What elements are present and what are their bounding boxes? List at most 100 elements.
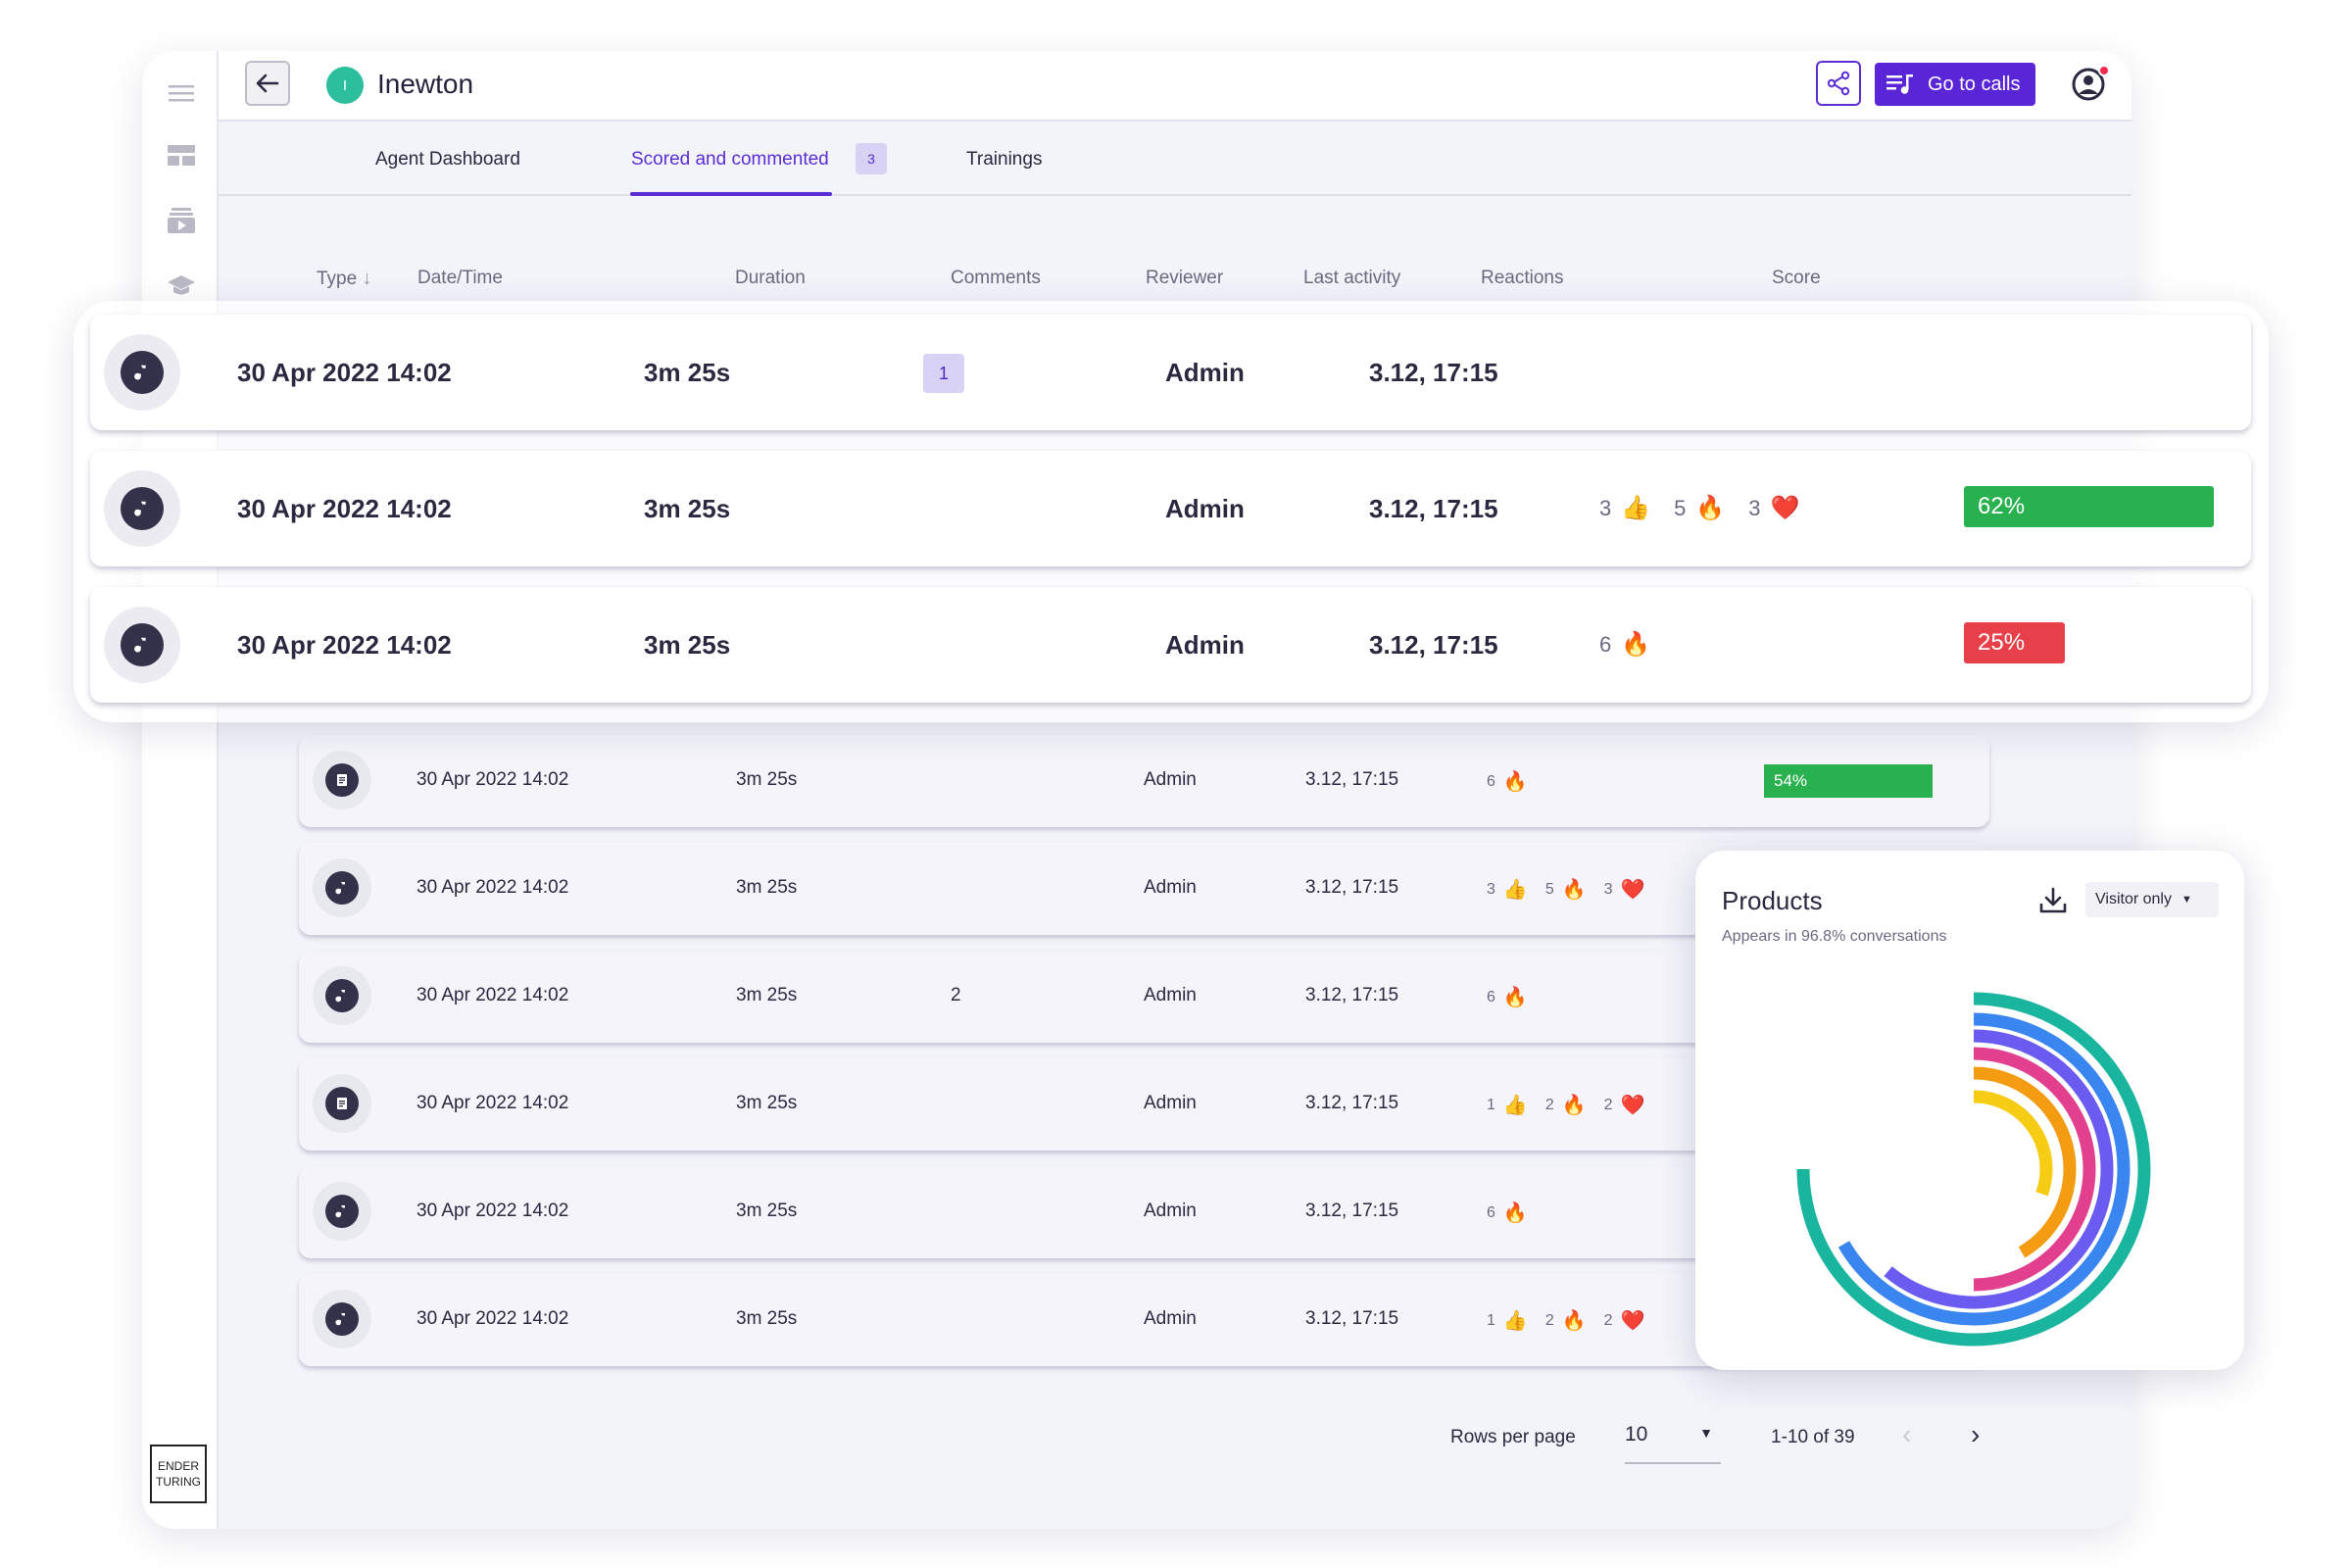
left-nav: ENDER TURING [142, 51, 219, 1529]
cell-datetime: 30 Apr 2022 14:02 [416, 769, 569, 790]
row-type-icon [313, 1182, 371, 1241]
dropdown-caret-icon: ▼ [1699, 1425, 1713, 1441]
cell-duration: 3m 25s [736, 1308, 798, 1329]
active-tab-indicator [630, 192, 832, 196]
reaction-count-fire: 5 [1544, 880, 1554, 898]
heart-icon: ❤️ [1620, 1095, 1645, 1116]
highlighted-row[interactable]: 30 Apr 2022 14:02 3m 25s Admin 3.12, 17:15 1 [90, 315, 2251, 430]
music-note-icon [121, 623, 164, 666]
cell-last-activity: 3.12, 17:15 [1305, 877, 1399, 898]
row-type-icon [313, 751, 371, 809]
column-header-comments[interactable]: Comments [951, 268, 1041, 288]
document-icon [325, 763, 359, 797]
row-type-icon [313, 1290, 371, 1348]
music-note-icon [121, 487, 164, 530]
tab-trainings[interactable]: Trainings [966, 149, 1043, 170]
table-row[interactable]: 30 Apr 2022 14:02 3m 25s Admin 3.12, 17:15 6… [299, 735, 1989, 827]
radial-ring [1838, 1012, 2131, 1326]
row-type-icon [313, 858, 371, 917]
sort-arrow-down-icon[interactable]: ↓ [362, 268, 372, 289]
column-header-last-activity[interactable]: Last activity [1303, 268, 1401, 288]
dropdown-caret-icon: ▼ [2180, 894, 2192, 906]
fire-icon: 🔥 [1502, 987, 1528, 1008]
previous-page-chevron-icon[interactable]: ‹ [1902, 1419, 1912, 1449]
reaction-count-heart: 2 [1603, 1096, 1613, 1113]
music-note-icon [121, 351, 164, 394]
download-icon[interactable] [2036, 884, 2070, 917]
cell-reviewer: Admin [1165, 630, 1245, 660]
music-note-icon [325, 1195, 359, 1228]
thumbs-up-icon: 👍 [1621, 495, 1651, 521]
cell-datetime: 30 Apr 2022 14:02 [416, 1093, 569, 1113]
cell-duration: 3m 25s [644, 494, 731, 523]
heart-icon: ❤️ [1620, 879, 1645, 901]
rows-per-page-select[interactable]: 10 ▼ [1625, 1423, 1721, 1464]
row-type-icon [104, 607, 180, 683]
tab-scored-and-commented[interactable]: Scored and commented [631, 149, 829, 170]
reaction-count-heart: 2 [1603, 1311, 1613, 1329]
user-account-icon[interactable] [2071, 67, 2106, 102]
column-header-reviewer[interactable]: Reviewer [1146, 268, 1224, 288]
visitor-filter-select[interactable]: Visitor only ▼ [2085, 882, 2219, 917]
top-bar: I Inewton Go to calls [219, 51, 2132, 122]
reaction-count-like: 3 [1487, 880, 1495, 898]
cell-reviewer: Admin [1144, 985, 1197, 1005]
video-library-icon[interactable] [167, 206, 196, 235]
fire-icon: 🔥 [1695, 495, 1726, 521]
back-button[interactable] [245, 61, 290, 106]
column-header-reactions[interactable]: Reactions [1481, 268, 1564, 288]
cell-reviewer: Admin [1144, 769, 1197, 790]
comment-count-badge[interactable]: 1 [923, 354, 964, 393]
highlighted-row[interactable]: 30 Apr 2022 14:02 3m 25s Admin 3.12, 17:15 3… [90, 451, 2251, 566]
training-cap-icon[interactable] [167, 270, 196, 300]
reactions: 6 🔥 [1599, 630, 1664, 659]
cell-datetime: 30 Apr 2022 14:02 [237, 494, 452, 523]
cell-datetime: 30 Apr 2022 14:02 [416, 985, 569, 1005]
column-header-type[interactable]: Type ↓ [317, 268, 372, 289]
score-bar: 54% [1764, 764, 1933, 798]
pagination-range: 1-10 of 39 [1771, 1427, 1855, 1447]
fire-icon: 🔥 [1502, 771, 1528, 793]
reaction-count-fire: 2 [1544, 1096, 1554, 1113]
share-button[interactable] [1816, 61, 1861, 106]
dashboard-icon[interactable] [167, 141, 196, 171]
reactions: 1 👍 2 🔥 2 ❤️ [1487, 1093, 1654, 1117]
thumbs-up-icon: 👍 [1502, 1095, 1528, 1116]
score-bar: 62% [1964, 486, 2214, 527]
agent-name: Inewton [377, 69, 474, 99]
music-note-icon [325, 871, 359, 905]
column-header-score[interactable]: Score [1772, 268, 1821, 288]
go-to-calls-button[interactable]: Go to calls [1875, 63, 2035, 106]
go-to-calls-label: Go to calls [1928, 73, 2021, 95]
cell-reviewer: Admin [1165, 358, 1245, 387]
products-card: Products Appears in 96.8% conversations … [1695, 851, 2244, 1370]
reactions: 6 🔥 [1487, 769, 1538, 794]
cell-duration: 3m 25s [736, 877, 798, 898]
heart-icon: ❤️ [1620, 1310, 1645, 1332]
column-header-datetime[interactable]: Date/Time [417, 268, 503, 288]
reaction-count-fire: 5 [1674, 495, 1687, 520]
cell-last-activity: 3.12, 17:15 [1305, 1093, 1399, 1113]
reactions: 3 👍 5 🔥 3 ❤️ [1487, 877, 1654, 902]
menu-icon[interactable] [167, 78, 196, 108]
thumbs-up-icon: 👍 [1502, 879, 1528, 901]
cell-datetime: 30 Apr 2022 14:02 [416, 1200, 569, 1221]
cell-duration: 3m 25s [644, 358, 731, 387]
cell-comments[interactable]: 2 [951, 985, 961, 1005]
tab-agent-dashboard[interactable]: Agent Dashboard [375, 149, 520, 170]
cell-last-activity: 3.12, 17:15 [1369, 358, 1498, 387]
rows-per-page-label: Rows per page [1450, 1427, 1576, 1447]
cell-duration: 3m 25s [736, 1093, 798, 1113]
radial-ring [1884, 1029, 2114, 1309]
cell-datetime: 30 Apr 2022 14:02 [237, 358, 452, 387]
row-type-icon [104, 470, 180, 547]
column-header-duration[interactable]: Duration [735, 268, 806, 288]
cell-last-activity: 3.12, 17:15 [1305, 985, 1399, 1005]
reaction-count-like: 3 [1599, 495, 1612, 520]
reaction-count-fire: 6 [1487, 988, 1495, 1005]
cell-reviewer: Admin [1144, 877, 1197, 898]
highlighted-row[interactable]: 30 Apr 2022 14:02 3m 25s Admin 3.12, 17:15 6… [90, 587, 2251, 703]
row-type-icon [313, 1074, 371, 1133]
next-page-chevron-icon[interactable]: › [1971, 1419, 1981, 1449]
reaction-count-fire: 2 [1544, 1311, 1554, 1329]
